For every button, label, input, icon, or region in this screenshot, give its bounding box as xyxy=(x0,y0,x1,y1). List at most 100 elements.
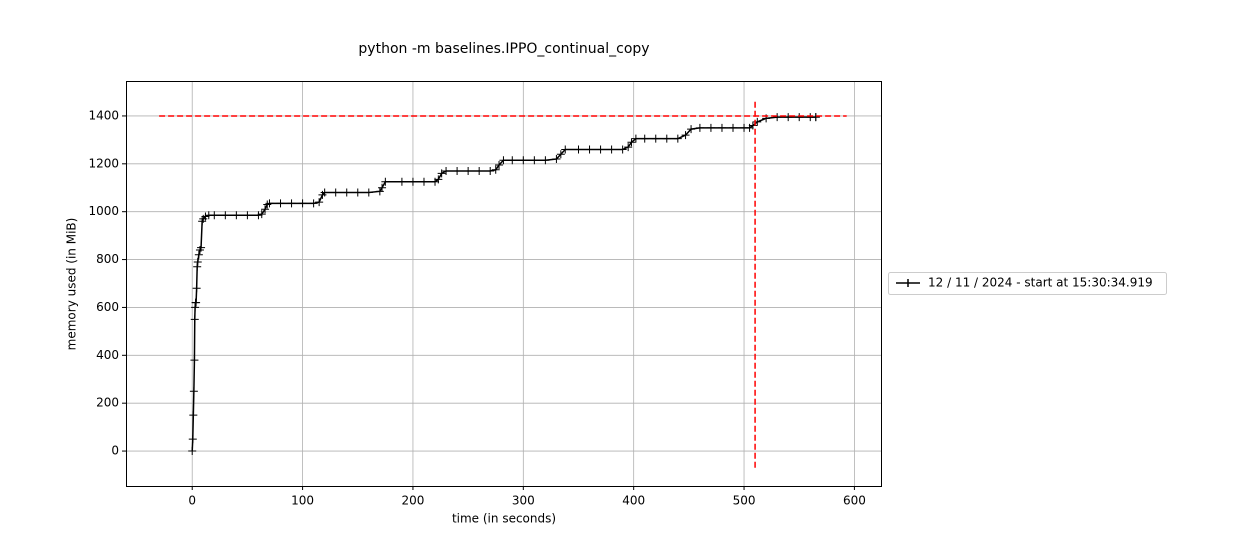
point-marker xyxy=(342,188,351,197)
legend-box xyxy=(888,272,1167,295)
y-tick-label: 0 xyxy=(111,444,119,458)
point-marker xyxy=(596,145,605,154)
axes-frame xyxy=(126,81,882,487)
point-marker xyxy=(276,199,285,208)
point-marker xyxy=(640,134,649,143)
point-marker xyxy=(687,125,696,134)
y-tick-label: 1200 xyxy=(88,156,119,170)
point-marker xyxy=(499,156,508,165)
point-marker xyxy=(495,161,504,170)
y-tick-label: 400 xyxy=(96,348,119,362)
point-marker xyxy=(408,177,417,186)
x-axis-label: time (in seconds) xyxy=(452,512,556,526)
point-marker xyxy=(261,205,270,214)
point-marker xyxy=(188,435,197,444)
point-marker xyxy=(541,156,550,165)
point-marker xyxy=(552,155,561,164)
point-marker xyxy=(243,211,252,220)
point-marker xyxy=(232,211,241,220)
y-tick-label: 200 xyxy=(96,396,119,410)
point-marker xyxy=(397,177,406,186)
point-marker xyxy=(193,257,202,266)
point-marker xyxy=(673,134,682,143)
point-marker xyxy=(574,145,583,154)
y-tick-label: 800 xyxy=(96,252,119,266)
point-marker xyxy=(811,113,820,122)
point-marker xyxy=(681,131,690,140)
point-marker xyxy=(375,187,384,196)
point-marker xyxy=(442,167,451,175)
point-marker xyxy=(353,188,362,197)
point-marker xyxy=(475,167,484,175)
x-tick-label: 400 xyxy=(622,494,645,508)
point-marker xyxy=(189,411,198,420)
point-marker xyxy=(519,156,528,165)
x-tick-label: 600 xyxy=(843,494,866,508)
point-marker xyxy=(298,199,307,208)
point-marker xyxy=(437,169,446,178)
point-marker xyxy=(624,143,633,152)
point-marker xyxy=(194,250,203,259)
point-marker xyxy=(556,150,565,159)
point-marker xyxy=(662,134,671,143)
point-marker xyxy=(627,138,636,147)
point-marker xyxy=(381,177,390,186)
point-marker xyxy=(210,211,219,220)
y-tick-label: 1400 xyxy=(88,108,119,122)
point-marker xyxy=(221,211,230,220)
point-marker xyxy=(706,123,715,132)
point-marker xyxy=(315,198,324,207)
x-tick-label: 0 xyxy=(188,494,196,508)
x-tick-label: 200 xyxy=(401,494,424,508)
point-marker xyxy=(773,113,782,122)
x-tick-label: 100 xyxy=(291,494,314,508)
point-marker xyxy=(192,298,201,307)
grid: 0 100 200 300 400 500 600 0 200 400 600 800 1000 1200… xyxy=(88,81,882,508)
point-marker xyxy=(784,113,793,122)
point-marker xyxy=(257,210,266,219)
point-marker xyxy=(254,211,263,220)
point-marker xyxy=(364,188,373,197)
point-marker xyxy=(265,199,274,208)
plot-area xyxy=(159,99,847,468)
point-marker xyxy=(309,199,318,208)
point-marker xyxy=(193,262,202,271)
point-marker xyxy=(717,123,726,132)
point-marker xyxy=(561,145,570,154)
point-marker xyxy=(190,356,199,365)
memory-line xyxy=(191,116,816,452)
point-marker xyxy=(508,156,517,165)
y-tick-label: 600 xyxy=(96,300,119,314)
y-tick-label: 1000 xyxy=(88,204,119,218)
legend-marker xyxy=(896,279,920,287)
point-marker xyxy=(607,145,616,154)
point-marker xyxy=(729,123,738,132)
point-marker xyxy=(197,243,206,252)
point-marker xyxy=(287,199,296,208)
point-marker xyxy=(189,387,198,396)
point-marker xyxy=(453,167,462,175)
point-marker xyxy=(263,200,272,209)
point-marker xyxy=(631,134,640,143)
point-marker xyxy=(585,145,594,154)
point-marker xyxy=(190,315,199,324)
x-tick-label: 500 xyxy=(733,494,756,508)
chart-title: python -m baselines.IPPO_continual_copy xyxy=(358,41,649,57)
point-marker xyxy=(651,134,660,143)
point-marker xyxy=(419,177,428,186)
point-marker xyxy=(320,188,329,197)
point-marker xyxy=(434,175,443,184)
point-marker xyxy=(486,167,495,175)
point-marker xyxy=(464,167,473,175)
point-marker xyxy=(331,188,340,197)
point-marker xyxy=(201,212,210,221)
point-marker xyxy=(491,165,500,174)
point-marker xyxy=(192,284,201,293)
legend-label: 12 / 11 / 2024 - start at 15:30:34.919 xyxy=(928,276,1153,290)
point-marker xyxy=(618,145,627,154)
point-marker xyxy=(188,447,197,456)
point-marker xyxy=(795,113,804,122)
y-axis-label: memory used (in MiB) xyxy=(65,218,79,351)
legend: 12 / 11 / 2024 - start at 15:30:34.919 xyxy=(888,272,1167,295)
